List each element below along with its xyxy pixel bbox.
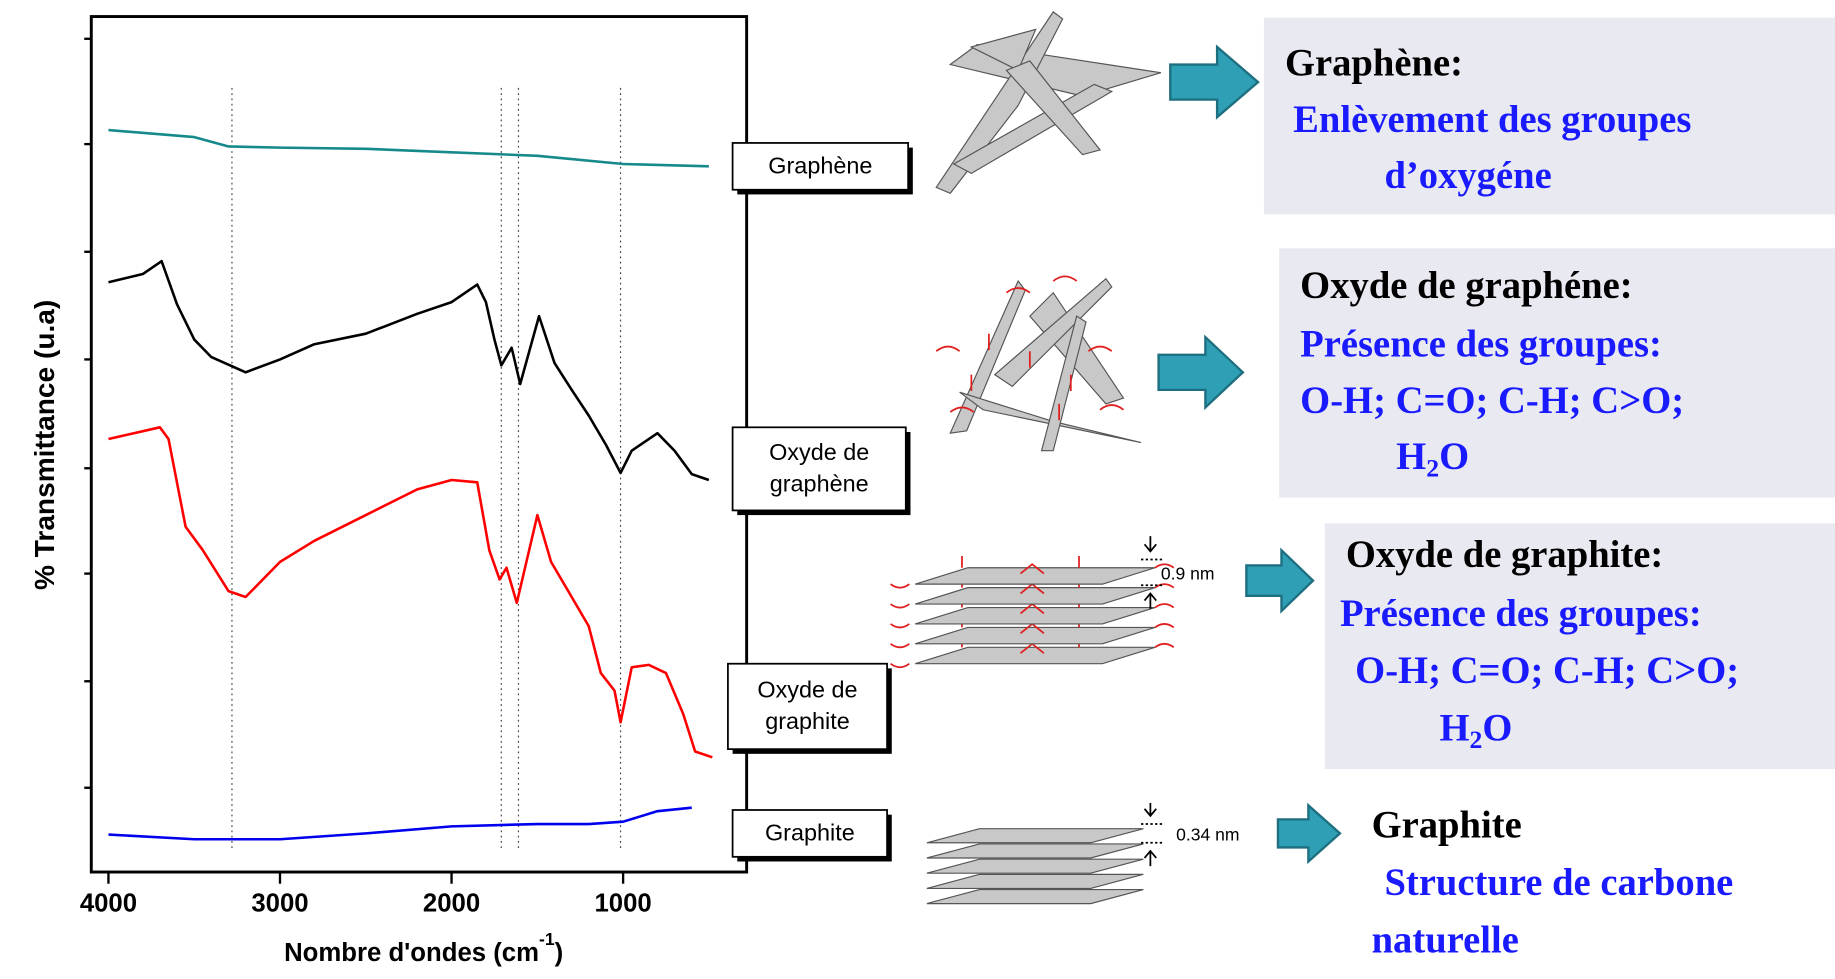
spectrum-line (108, 130, 708, 166)
x-axis-title: Nombre d'ondes (cm-1) (284, 929, 563, 967)
series-label: Oxyde de graphène (733, 427, 906, 510)
panel-text: Enlèvement des groupes (1293, 99, 1691, 141)
panel-title: Graphite (1372, 805, 1522, 847)
spectrum-line (108, 261, 708, 480)
panel-title: Oxyde de graphite: (1346, 534, 1663, 576)
label-container: Graphène (733, 143, 909, 190)
label-container: Oxyde de graphène (733, 427, 906, 510)
formula-base: H (1396, 436, 1426, 478)
panel-title: Oxyde de graphéne: (1300, 265, 1632, 307)
series-label: Graphite (733, 810, 887, 857)
panel-text: O-H; C=O; C-H; C>O; (1355, 650, 1739, 692)
panel-text: d’oxygéne (1384, 155, 1551, 197)
y-axis-title: % Transmittance (u.a) (29, 300, 60, 590)
spacing-label: 0.34 nm (1176, 824, 1239, 844)
spacing-label: 0.9 nm (1161, 563, 1215, 583)
layer (927, 859, 1144, 873)
spectrum-line (108, 427, 712, 757)
x-tick-label: 4000 (80, 890, 137, 918)
label-container: Graphite (733, 810, 887, 857)
series-label: Oxyde de graphite (728, 664, 887, 749)
layer (927, 890, 1144, 904)
layer (927, 844, 1144, 858)
panel-text: Présence des groupes: (1340, 593, 1702, 635)
spacing-markers (1141, 536, 1164, 866)
x-axis-title-tail: ) (555, 939, 564, 967)
x-axis-title-sup: -1 (539, 929, 555, 949)
x-tick-label: 2000 (423, 890, 480, 918)
graphite-oxide-illustration (891, 556, 1174, 667)
graphite-illustration (927, 829, 1144, 904)
x-tick-label: 3000 (251, 890, 308, 918)
label-container: Oxyde de graphite (728, 664, 887, 749)
panel-text: Structure de carbone (1384, 862, 1733, 904)
layer (915, 608, 1155, 624)
layer (915, 627, 1155, 643)
formula-base: H (1439, 707, 1469, 749)
formula-tail: O (1482, 707, 1512, 749)
panel-text: O-H; C=O; C-H; C>O; (1300, 380, 1684, 422)
panel-text: naturelle (1372, 919, 1519, 961)
spectrum-line (108, 808, 691, 840)
formula-tail: O (1439, 436, 1469, 478)
graphene-illustration (936, 12, 1161, 193)
formula-sub: 2 (1426, 454, 1439, 483)
page: % Transmittance (u.a) Nombre d'ondes (cm… (0, 0, 1835, 974)
layer (927, 829, 1144, 843)
panel-title: Graphène: (1285, 43, 1463, 85)
panel-text: Présence des groupes: (1300, 324, 1662, 366)
graphene-oxide-illustration (936, 276, 1141, 450)
series-label: Graphène (733, 143, 909, 190)
x-tick-label: 1000 (594, 890, 651, 918)
x-axis-title-main: Nombre d'ondes (cm (284, 939, 539, 967)
layer (927, 874, 1144, 888)
plot-frame (91, 17, 746, 872)
formula-sub: 2 (1469, 725, 1482, 754)
layer (915, 588, 1155, 604)
figure: % Transmittance (u.a) Nombre d'ondes (cm… (0, 0, 1835, 974)
layer (915, 568, 1155, 584)
layer (915, 647, 1155, 663)
